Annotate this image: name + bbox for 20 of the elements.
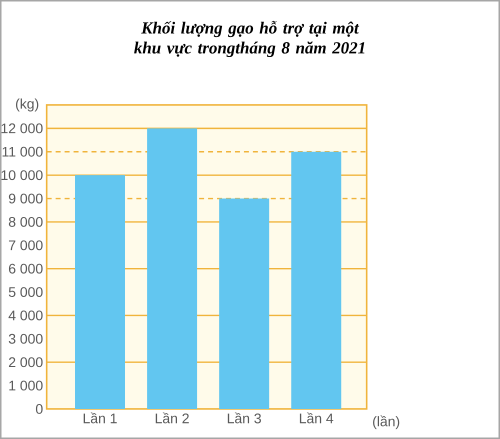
y-tick-label: 10 000 xyxy=(2,170,43,180)
y-tick-label: 12 000 xyxy=(2,123,43,134)
x-tick-label: Lần 1 xyxy=(84,412,117,424)
y-tick-label: 8 000 xyxy=(8,216,43,227)
x-axis-title: (lần) xyxy=(373,416,400,430)
y-tick-label: 4 000 xyxy=(8,310,43,320)
y-tick-label: 0 xyxy=(36,404,43,414)
y-tick-label: 5 000 xyxy=(8,287,43,298)
y-axis-title: (kg) xyxy=(16,98,38,112)
x-tick-label: Lần 2 xyxy=(156,412,189,424)
y-tick-label: 7 000 xyxy=(8,240,43,250)
y-tick-label: 9 000 xyxy=(8,194,43,204)
x-tick-label: Lần 4 xyxy=(300,412,334,424)
chart-title: Khối lượng gạo hỗ trợ tại một khu vực trongtháng 8 năm 2021 xyxy=(134,20,364,58)
y-tick-label: 6 000 xyxy=(8,264,43,274)
y-tick-label: 2 000 xyxy=(8,357,43,368)
y-tick-label: 3 000 xyxy=(8,334,43,344)
y-tick-label: 11 000 xyxy=(2,146,43,157)
x-tick-label: Lần 3 xyxy=(228,412,261,424)
y-tick-label: 1 000 xyxy=(9,380,43,391)
